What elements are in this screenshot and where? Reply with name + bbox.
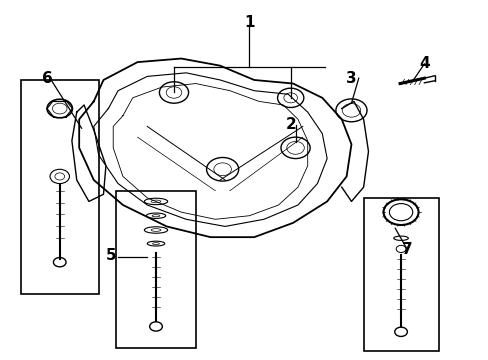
Text: 5: 5 — [105, 248, 116, 262]
Text: 3: 3 — [346, 71, 356, 86]
Text: 2: 2 — [285, 117, 295, 132]
Text: 6: 6 — [42, 71, 53, 86]
Bar — [116, 191, 196, 348]
Bar — [21, 80, 99, 294]
Text: 1: 1 — [244, 15, 254, 30]
Text: 7: 7 — [401, 242, 412, 257]
Text: 4: 4 — [418, 57, 429, 71]
Bar — [363, 198, 438, 351]
